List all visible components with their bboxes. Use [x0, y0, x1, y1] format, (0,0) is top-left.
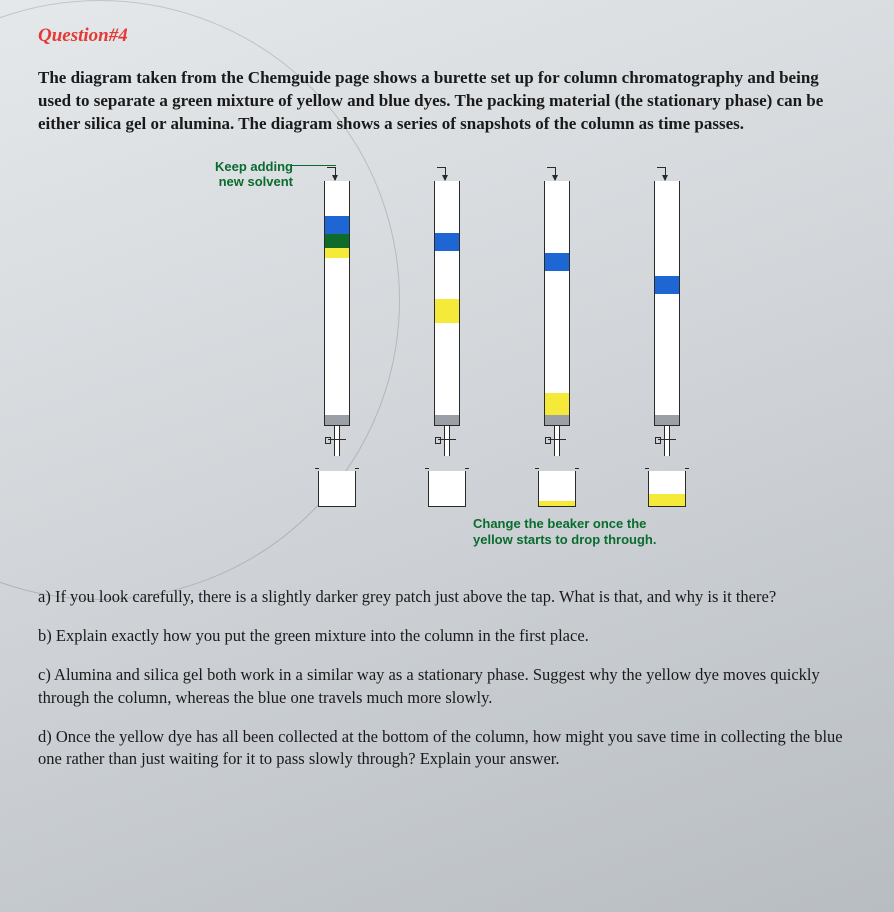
yellow-band: [435, 299, 459, 323]
blue-band: [545, 253, 569, 271]
tap-icon: [328, 439, 346, 440]
column-neck: [444, 426, 450, 456]
tap-icon: [658, 439, 676, 440]
beaker-fill: [539, 501, 575, 506]
column-neck: [554, 426, 560, 456]
column-2: [434, 181, 460, 461]
question-c: c) Alumina and silica gel both work in a…: [38, 664, 844, 709]
beaker-3: [538, 471, 576, 507]
question-a: a) If you look carefully, there is a sli…: [38, 586, 844, 608]
column-1: [324, 181, 350, 461]
beaker-fill: [649, 494, 685, 506]
column-body: [324, 181, 350, 426]
question-b: b) Explain exactly how you put the green…: [38, 625, 844, 647]
solvent-arrow-icon: [335, 167, 336, 180]
top-label-line1: Keep adding: [215, 159, 293, 174]
green-band: [325, 234, 349, 248]
tap-icon: [548, 439, 566, 440]
top-label-line2: new solvent: [219, 174, 293, 189]
blue-band: [435, 233, 459, 251]
solvent-arrow-icon: [445, 167, 446, 180]
column-4: [654, 181, 680, 461]
label-connector-line: [291, 165, 336, 166]
grey-plug: [435, 415, 459, 425]
yellow-band: [545, 393, 569, 415]
intro-paragraph: The diagram taken from the Chemguide pag…: [38, 67, 844, 136]
solvent-arrow-icon: [555, 167, 556, 180]
question-d: d) Once the yellow dye has all been coll…: [38, 726, 844, 771]
solvent-arrow-icon: [665, 167, 666, 180]
yellow-band: [325, 248, 349, 258]
beaker-4: [648, 471, 686, 507]
tap-icon: [438, 439, 456, 440]
bottom-label-line2: yellow starts to drop through.: [473, 532, 656, 547]
beaker-1: [318, 471, 356, 507]
column-neck: [334, 426, 340, 456]
column-3: [544, 181, 570, 461]
column-body: [654, 181, 680, 426]
blue-band: [325, 216, 349, 234]
bottom-label-line1: Change the beaker once the: [473, 516, 646, 531]
grey-plug: [655, 415, 679, 425]
top-instruction-label: Keep adding new solvent: [203, 159, 293, 190]
grey-plug: [325, 415, 349, 425]
question-number: Question#4: [38, 25, 844, 47]
bottom-instruction-label: Change the beaker once the yellow starts…: [473, 516, 703, 549]
chromatography-diagram: Keep adding new solvent Change the beake…: [38, 151, 844, 571]
blue-band: [655, 276, 679, 294]
column-body: [544, 181, 570, 426]
column-neck: [664, 426, 670, 456]
column-body: [434, 181, 460, 426]
grey-plug: [545, 415, 569, 425]
beaker-2: [428, 471, 466, 507]
